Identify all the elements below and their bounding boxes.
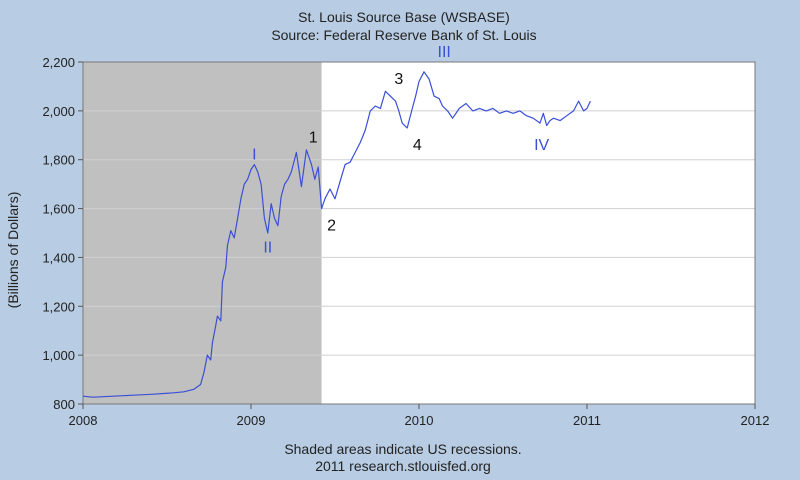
- plot-area: 800 1,000 1,200 1,400 1,600 1,800 2,000 2,200 20…: [42, 44, 769, 428]
- recession-shading: [83, 62, 322, 404]
- y-tick-label-6: 2,000: [42, 104, 75, 119]
- annotation-3: 4: [413, 137, 422, 154]
- y-tick-label-4: 1,600: [42, 202, 75, 217]
- chart-subtitle: Source: Federal Reserve Bank of St. Loui…: [271, 27, 536, 43]
- annotation-2: 3: [394, 71, 403, 88]
- y-tick-label-3: 1,400: [42, 250, 75, 265]
- annotation-6: III: [438, 44, 451, 61]
- y-tick-label-2: 1,200: [42, 299, 75, 314]
- annotation-4: I: [252, 147, 256, 164]
- chart-title: St. Louis Source Base (WSBASE): [298, 9, 510, 25]
- y-tick-label-1: 1,000: [42, 348, 75, 363]
- annotation-1: 2: [327, 218, 336, 235]
- footer-recession-note: Shaded areas indicate US recessions.: [284, 441, 521, 457]
- annotation-0: 1: [309, 130, 318, 147]
- x-tick-label-0: 2008: [69, 413, 98, 428]
- annotation-5: II: [263, 240, 272, 257]
- annotation-7: IV: [534, 137, 549, 154]
- x-tick-label-4: 2012: [741, 413, 770, 428]
- y-axis-label: (Billions of Dollars): [5, 192, 21, 309]
- x-tick-label-2: 2010: [405, 413, 434, 428]
- series-line-0: [82, 71, 591, 398]
- y-tick-label-7: 2,200: [42, 55, 75, 70]
- x-tick-label-3: 2011: [573, 413, 601, 428]
- y-tick-label-5: 1,800: [42, 153, 75, 168]
- x-tick-label-1: 2009: [237, 413, 266, 428]
- y-tick-label-0: 800: [53, 397, 75, 412]
- footer-source: 2011 research.stlouisfed.org: [315, 458, 491, 474]
